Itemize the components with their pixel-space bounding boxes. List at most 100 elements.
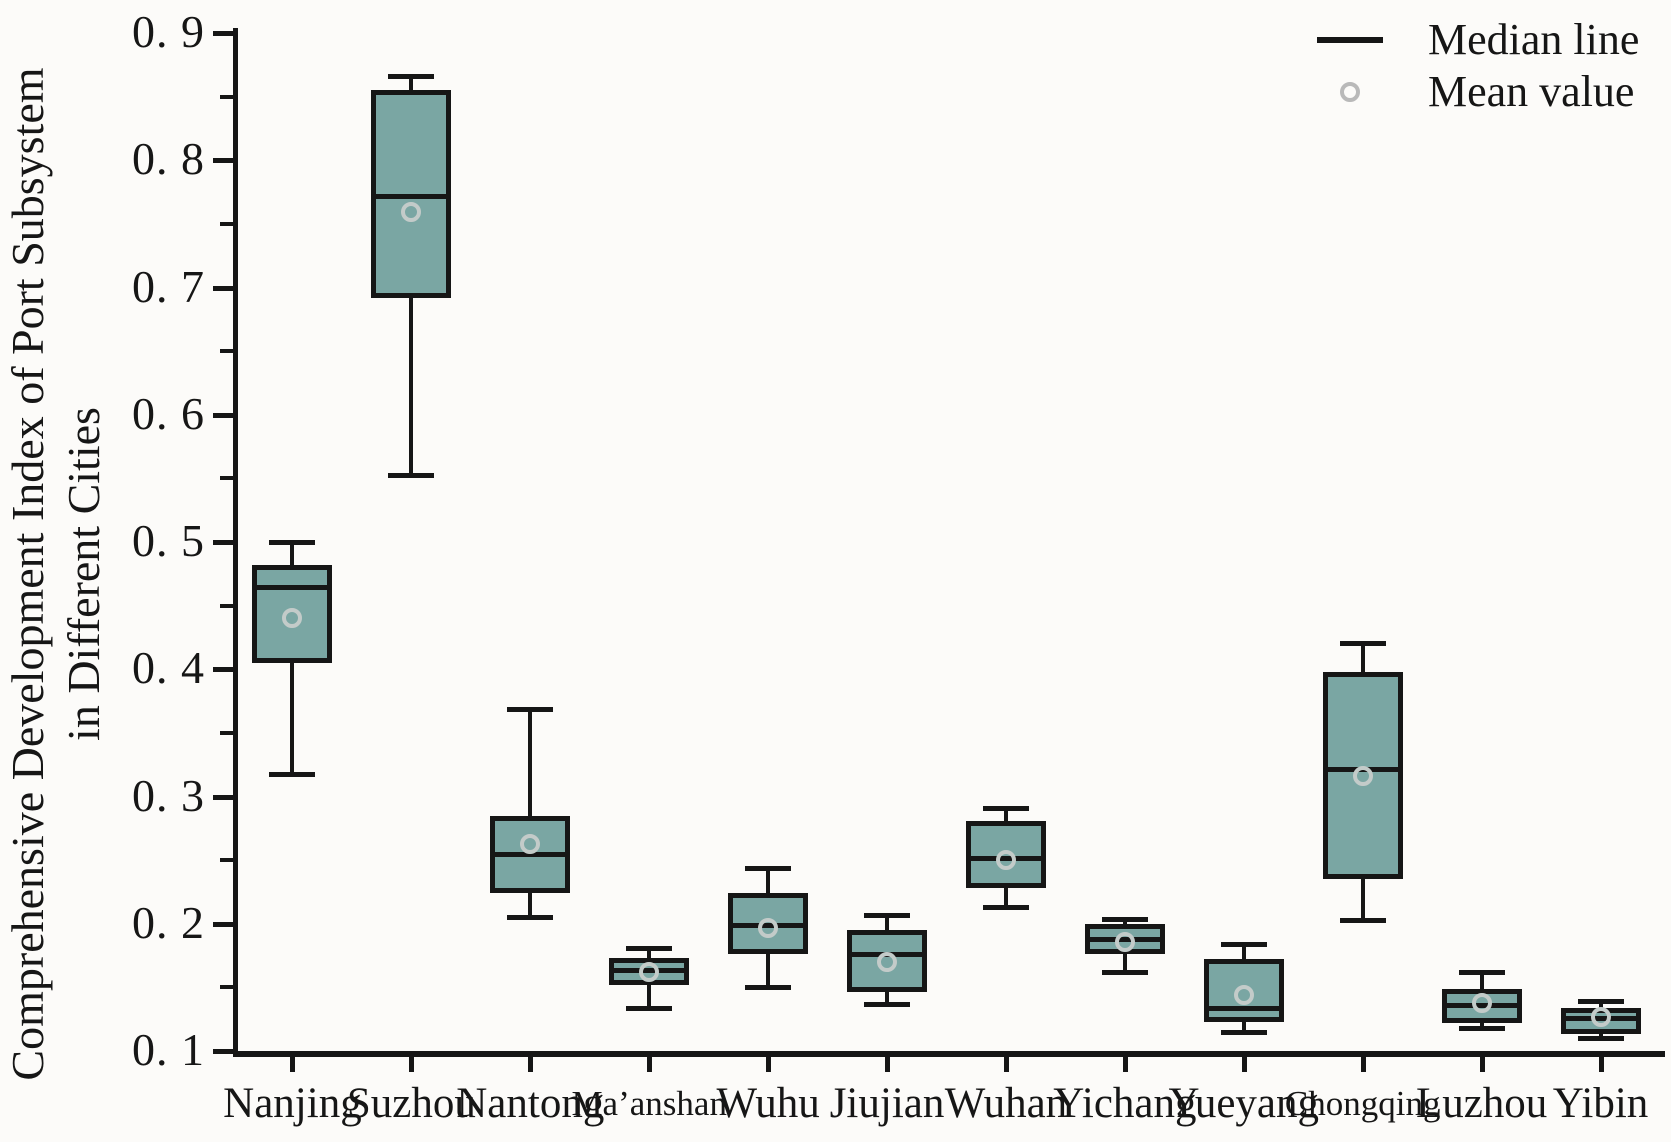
- box-yueyang: [1203, 959, 1284, 1022]
- mean-marker: [1590, 1006, 1611, 1027]
- x-tick: [1479, 1057, 1485, 1072]
- whisker-cap-max: [1339, 640, 1386, 646]
- mean-marker: [995, 850, 1016, 871]
- whisker-cap-max: [864, 912, 911, 918]
- x-tick-label-nanjing: Nanjing: [223, 1080, 362, 1127]
- mean-marker: [1114, 931, 1135, 952]
- legend-symbol-cell: [1290, 37, 1410, 43]
- y-major-tick: [213, 540, 233, 545]
- x-tick: [1122, 1057, 1128, 1072]
- x-tick-label-wuhan: Wuhan: [944, 1080, 1068, 1127]
- y-major-tick: [213, 667, 233, 673]
- upper-whisker: [885, 914, 890, 931]
- y-tick-label: 0. 6: [132, 387, 205, 439]
- y-tick-label: 0. 4: [132, 642, 205, 694]
- y-tick-label: 0. 7: [132, 260, 205, 312]
- y-major-tick: [213, 285, 233, 291]
- x-tick-label-yueyang: Yueyang: [1168, 1080, 1320, 1127]
- legend-symbol-cell: [1290, 82, 1410, 102]
- upper-whisker: [1598, 1001, 1603, 1008]
- upper-whisker: [766, 867, 771, 894]
- y-tick-label: 0. 8: [132, 133, 205, 185]
- x-tick: [290, 1057, 296, 1072]
- lower-whisker: [1122, 954, 1127, 973]
- whisker-cap-min: [1220, 1029, 1267, 1035]
- mean-marker: [639, 962, 660, 983]
- lower-whisker: [409, 297, 414, 475]
- whisker-cap-min: [269, 771, 316, 777]
- y-major-tick: [213, 412, 233, 418]
- whisker-cap-min: [507, 915, 554, 921]
- whisker-cap-min: [745, 985, 792, 991]
- whisker-cap-min: [864, 1001, 911, 1007]
- whisker-cap-min: [1577, 1036, 1624, 1042]
- lower-whisker: [290, 662, 295, 774]
- mean-marker: [1471, 992, 1492, 1013]
- y-minor-tick: [220, 985, 233, 990]
- whisker-cap-max: [1458, 970, 1505, 976]
- x-tick: [1241, 1057, 1247, 1072]
- legend-item-mean: Mean value: [1290, 66, 1660, 118]
- y-tick-label: 0. 1: [132, 1024, 205, 1075]
- upper-whisker: [647, 947, 652, 959]
- mean-circle-icon: [1340, 82, 1360, 102]
- x-tick: [528, 1057, 534, 1072]
- y-tick-label: 0. 2: [132, 896, 205, 948]
- x-tick: [647, 1057, 653, 1072]
- x-tick: [1003, 1057, 1009, 1072]
- legend: Median line Mean value: [1290, 14, 1660, 118]
- whisker-cap-min: [1339, 917, 1386, 923]
- y-axis-line: [233, 28, 238, 1057]
- x-tick: [766, 1057, 772, 1072]
- lower-whisker: [647, 984, 652, 1008]
- legend-label-mean: Mean value: [1428, 67, 1635, 116]
- x-tick-label-yichang: Yichang: [1053, 1080, 1197, 1127]
- median-line: [1203, 1005, 1284, 1011]
- whisker-cap-min: [626, 1005, 673, 1011]
- y-major-tick: [213, 1049, 233, 1054]
- whisker-cap-min: [1458, 1026, 1505, 1032]
- upper-whisker: [1479, 972, 1484, 989]
- lower-whisker: [1479, 1023, 1484, 1029]
- y-major-tick: [213, 158, 233, 164]
- x-tick: [409, 1057, 415, 1072]
- lower-whisker: [766, 954, 771, 988]
- lower-whisker: [885, 992, 890, 1004]
- upper-whisker: [1360, 642, 1365, 672]
- whisker-cap-min: [388, 472, 435, 478]
- legend-item-median: Median line: [1290, 14, 1660, 66]
- whisker-cap-max: [982, 805, 1029, 811]
- median-line: [252, 584, 333, 590]
- y-tick-label: 0. 5: [132, 515, 205, 566]
- box-nanjing: [252, 564, 333, 663]
- mean-marker: [877, 951, 898, 972]
- whisker-cap-min: [1101, 970, 1148, 976]
- whisker-cap-max: [1577, 999, 1624, 1005]
- lower-whisker: [1003, 888, 1008, 908]
- whisker-cap-max: [745, 865, 792, 871]
- x-tick-label-nantong: Nantong: [456, 1080, 605, 1127]
- whisker-cap-max: [388, 74, 435, 80]
- mean-marker: [1352, 766, 1373, 787]
- median-line: [490, 851, 571, 857]
- y-tick-label: 0. 9: [132, 6, 205, 57]
- box-wuhan: [965, 820, 1046, 889]
- upper-whisker: [1003, 807, 1008, 821]
- mean-marker: [758, 917, 779, 938]
- median-line: [371, 193, 452, 199]
- x-tick: [885, 1057, 891, 1072]
- upper-whisker: [528, 708, 533, 816]
- x-tick-label-jiujian: Jiujian: [829, 1080, 945, 1127]
- lower-whisker: [1241, 1021, 1246, 1032]
- legend-label-median: Median line: [1428, 15, 1640, 64]
- mean-marker: [1233, 985, 1254, 1005]
- x-tick-label-maanshan: Ma’anshan: [571, 1084, 727, 1123]
- y-major-tick: [213, 31, 233, 36]
- whisker-cap-max: [1101, 916, 1148, 922]
- upper-whisker: [409, 76, 414, 91]
- x-tick-label-luzhou: Luzhou: [1415, 1080, 1548, 1127]
- mean-marker: [282, 608, 303, 629]
- x-tick-label-chongqing: Chongqing: [1284, 1084, 1441, 1123]
- y-minor-tick: [220, 603, 233, 608]
